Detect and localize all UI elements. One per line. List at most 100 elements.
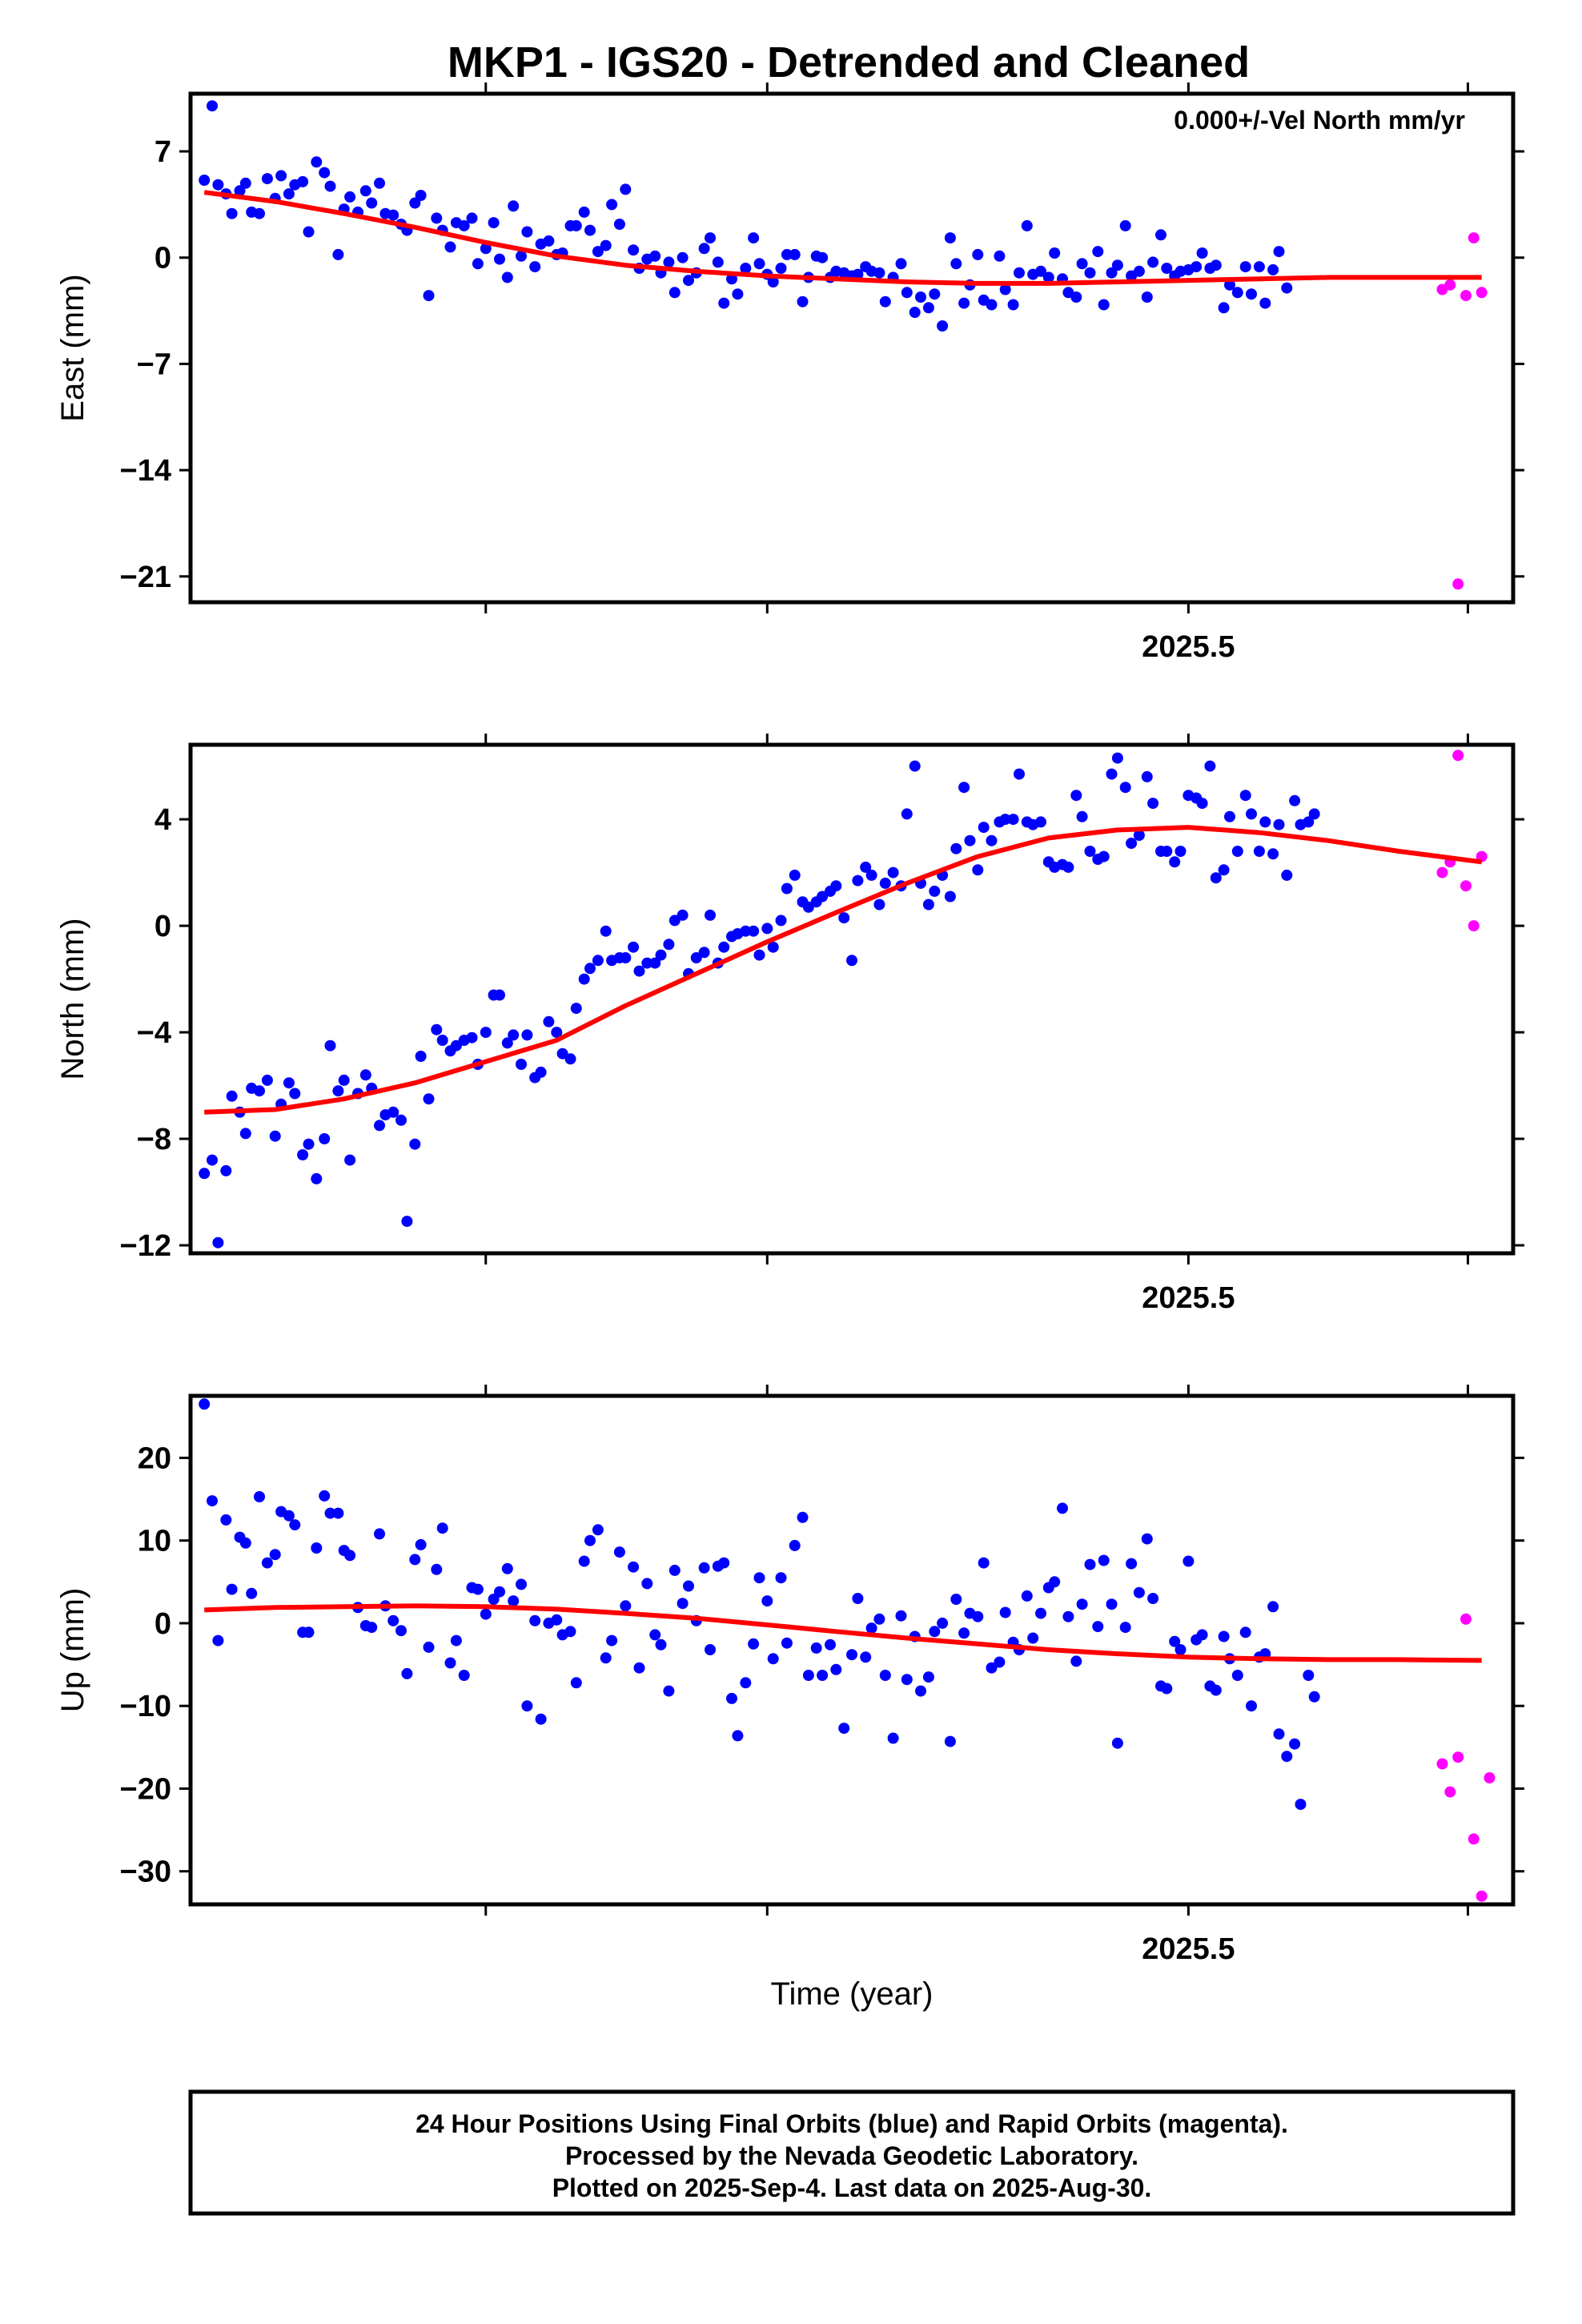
rapid-orbit-point <box>1452 750 1464 762</box>
final-orbit-point <box>297 175 309 187</box>
final-orbit-point <box>620 1600 632 1612</box>
final-orbit-point <box>1289 1738 1301 1750</box>
final-orbit-point <box>516 1059 527 1070</box>
final-orbit-point <box>958 1627 970 1639</box>
final-orbit-point <box>1253 846 1265 857</box>
final-orbit-point <box>535 1713 547 1725</box>
final-orbit-point <box>396 1625 407 1637</box>
final-orbit-point <box>669 287 681 299</box>
final-orbit-point <box>1092 1621 1104 1633</box>
final-orbit-point <box>781 248 793 260</box>
north-panel: 4 0 −4 −8 −12 2025.5 North (mm) <box>55 734 1524 1315</box>
final-orbit-point <box>1174 1644 1186 1655</box>
final-orbit-point <box>480 1608 492 1620</box>
final-orbit-point <box>508 1029 520 1041</box>
final-orbit-point <box>359 185 371 197</box>
final-orbit-point <box>551 1614 563 1626</box>
final-orbit-point <box>1295 1799 1307 1811</box>
final-orbit-point <box>600 239 612 251</box>
y-axis-label: Up (mm) <box>55 1588 90 1713</box>
final-orbit-point <box>901 1674 913 1686</box>
final-orbit-point <box>775 1572 787 1584</box>
final-orbit-point <box>584 1534 596 1546</box>
final-orbit-point <box>1218 302 1230 314</box>
final-orbit-point <box>199 1398 211 1410</box>
final-orbit-point <box>1133 265 1145 277</box>
final-orbit-point <box>929 885 941 897</box>
rapid-orbit-point <box>1460 1613 1472 1625</box>
final-orbit-point <box>1084 267 1096 279</box>
final-orbit-point <box>303 226 315 238</box>
final-orbit-point <box>458 1670 470 1681</box>
final-orbit-point <box>712 256 724 268</box>
final-orbit-point <box>873 1613 885 1625</box>
final-orbit-point <box>606 1634 618 1647</box>
final-orbit-point <box>570 1003 582 1015</box>
final-orbit-point <box>332 1085 344 1097</box>
final-orbit-point <box>690 952 702 963</box>
final-orbit-point <box>543 1015 555 1027</box>
final-orbit-point <box>986 834 998 846</box>
final-orbit-point <box>789 248 801 260</box>
final-orbit-point <box>1218 864 1230 876</box>
velocity-annotation: 0.000+/-Vel North mm/yr <box>1174 106 1465 135</box>
final-orbit-point <box>1119 1622 1131 1634</box>
final-orbit-point <box>1049 1576 1061 1588</box>
final-orbit-point <box>909 760 921 772</box>
final-orbit-point <box>319 167 331 179</box>
final-orbit-point <box>628 244 640 256</box>
final-orbit-point <box>332 248 344 260</box>
y-tick-label: 7 <box>155 135 171 169</box>
final-orbit-point <box>374 177 385 189</box>
y-tick-label: −20 <box>120 1772 171 1806</box>
final-orbit-point <box>1092 246 1104 258</box>
chart-title: MKP1 - IGS20 - Detrended and Cleaned <box>448 38 1250 86</box>
final-orbit-point <box>1147 1593 1159 1604</box>
final-orbit-point <box>261 1557 273 1569</box>
final-orbit-point <box>466 1031 478 1043</box>
final-orbit-point <box>344 1550 356 1562</box>
rapid-orbit-point <box>1476 287 1488 299</box>
final-orbit-point <box>529 1614 541 1626</box>
final-orbit-point <box>767 276 779 287</box>
final-orbit-point <box>1210 872 1222 884</box>
final-orbit-point <box>677 909 689 921</box>
final-orbit-point <box>1141 292 1153 303</box>
final-orbit-point <box>494 989 505 1001</box>
final-orbit-point <box>226 207 238 219</box>
final-orbit-point <box>677 1598 689 1610</box>
final-orbit-point <box>387 1106 400 1118</box>
final-orbit-point <box>584 963 596 975</box>
final-orbit-point <box>529 261 541 273</box>
final-orbit-point <box>415 1538 427 1550</box>
final-orbit-point <box>444 1657 456 1669</box>
final-orbit-point <box>958 297 970 309</box>
final-orbit-point <box>254 207 265 219</box>
final-orbit-point <box>289 1088 301 1100</box>
final-orbit-point <box>401 1216 413 1228</box>
final-orbit-point <box>1014 267 1025 279</box>
final-orbit-point <box>226 1090 238 1102</box>
final-orbit-point <box>726 1692 737 1704</box>
final-orbit-point <box>972 1610 984 1622</box>
final-orbit-point <box>592 1524 604 1536</box>
final-orbit-point <box>1155 229 1166 241</box>
final-orbit-point <box>311 1542 323 1554</box>
final-orbit-point <box>207 100 218 112</box>
final-orbit-point <box>1253 261 1265 273</box>
final-orbit-point <box>431 1563 443 1575</box>
final-orbit-point <box>1111 752 1123 764</box>
final-orbit-point <box>775 263 787 274</box>
final-orbit-point <box>535 1066 547 1078</box>
y-tick-label: −7 <box>137 348 171 381</box>
final-orbit-point <box>620 183 632 195</box>
final-orbit-point <box>887 866 899 879</box>
final-orbit-point <box>1210 1684 1222 1696</box>
y-tick-label: −30 <box>120 1856 171 1889</box>
final-orbit-point <box>641 1578 653 1590</box>
final-orbit-point <box>929 1626 941 1638</box>
final-orbit-point <box>501 1562 513 1574</box>
final-orbit-point <box>606 199 618 211</box>
final-orbit-point <box>472 258 484 270</box>
final-orbit-point <box>289 1519 301 1531</box>
